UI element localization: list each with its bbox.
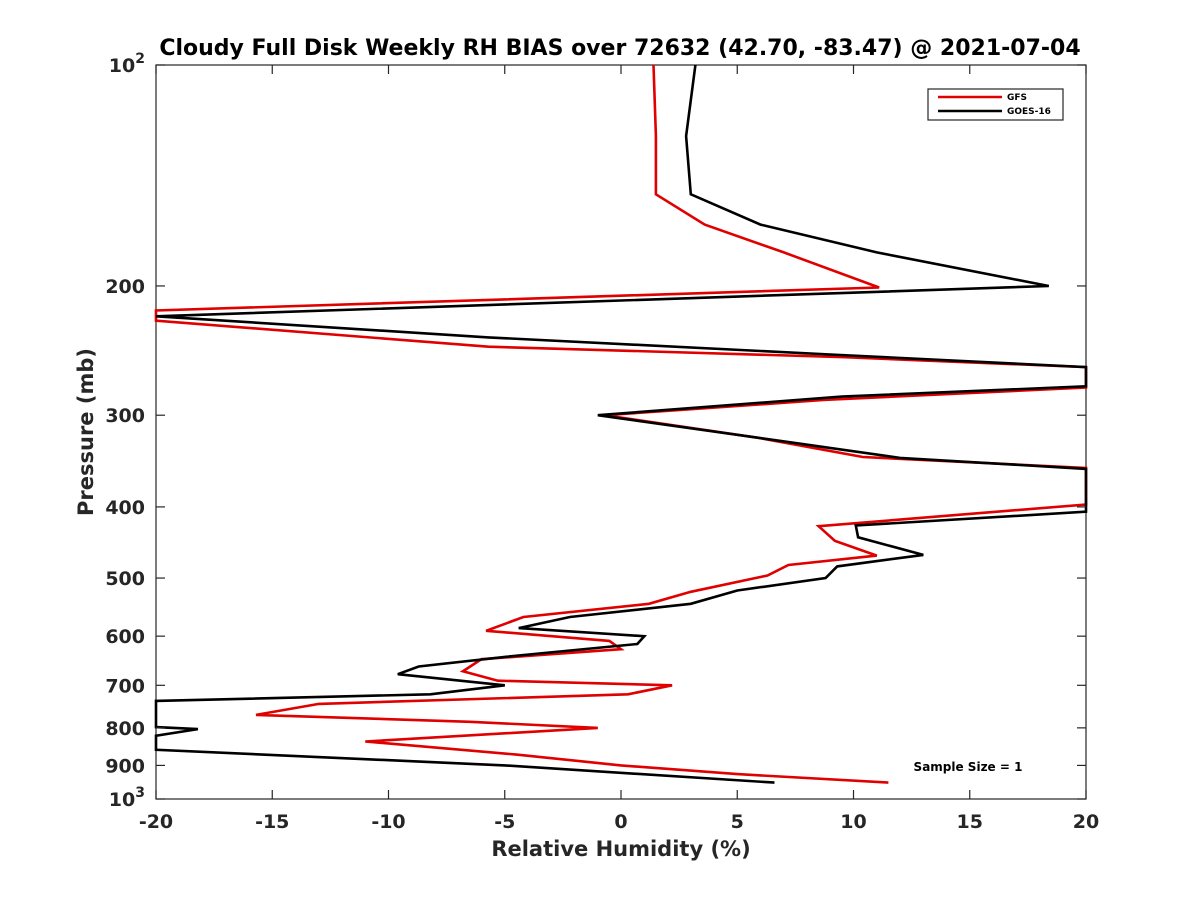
x-tick-label: -15: [255, 811, 289, 833]
series-line-0: [154, 64, 1088, 784]
y-tick-label: 600: [105, 626, 145, 648]
y-tick-label: 700: [105, 675, 145, 697]
series-layer: [154, 64, 1088, 784]
x-tick-label: 10: [840, 811, 866, 833]
x-tick-label: 5: [731, 811, 744, 833]
x-tick-label: 0: [614, 811, 627, 833]
y-tick-label: 800: [105, 718, 145, 740]
y-tick-label: 400: [105, 497, 145, 519]
legend-label-1: GOES-16: [1007, 107, 1051, 117]
y-tick-label: 300: [105, 405, 145, 427]
x-tick-label: 15: [957, 811, 983, 833]
y-axis-label: Pressure (mb): [74, 348, 98, 516]
series-line-1: [154, 64, 1088, 784]
y-axis: 102 200 300 400 500 600 700 800 900 103: [105, 51, 1086, 811]
x-axis: -20 -15 -10 -5 0 5 10 15 20: [139, 65, 1099, 833]
y-tick-label: 102: [109, 51, 145, 77]
legend: GFS GOES-16: [927, 88, 1064, 121]
plot-frame: [155, 64, 1087, 800]
x-tick-label: 20: [1073, 811, 1099, 833]
x-tick-label: -5: [494, 811, 515, 833]
x-axis-label: Relative Humidity (%): [491, 837, 750, 861]
legend-label-0: GFS: [1007, 93, 1027, 103]
legend-box: [927, 88, 1064, 121]
y-tick-label: 103: [109, 785, 145, 811]
chart-title: Cloudy Full Disk Weekly RH BIAS over 726…: [159, 36, 1080, 61]
y-tick-label: 200: [105, 276, 145, 298]
sample-size-annotation: Sample Size = 1: [914, 760, 1023, 774]
x-tick-label: -20: [139, 811, 173, 833]
y-tick-label: 900: [105, 755, 145, 777]
y-tick-label: 500: [105, 568, 145, 590]
x-tick-label: -10: [371, 811, 405, 833]
